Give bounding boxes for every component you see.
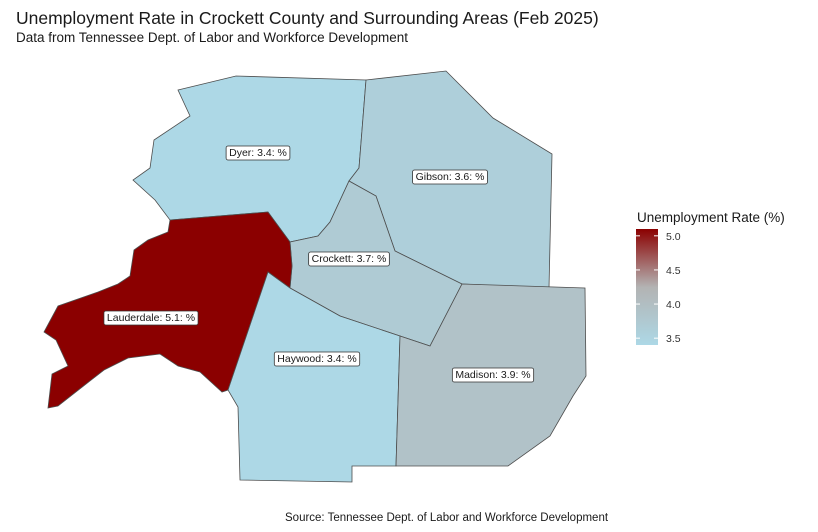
county-label-madison: Madison: 3.9: %: [451, 367, 535, 383]
source-caption: Source: Tennessee Dept. of Labor and Wor…: [285, 512, 609, 524]
legend-tick-label: 3.5: [666, 333, 681, 345]
county-label-box: [412, 169, 488, 185]
legend-tick-label: 4.5: [666, 265, 681, 277]
county-label-text: Lauderdale: 5.1: %: [107, 312, 195, 324]
labels-layer: Dyer: 3.4: % Gibson: 3.6: % Crockett: 3.7:…: [103, 145, 535, 383]
legend-tick-label: 5.0: [666, 231, 681, 243]
county-haywood: [227, 271, 401, 483]
counties-layer: [43, 70, 587, 483]
county-label-box: [308, 251, 390, 267]
county-label-gibson: Gibson: 3.6: %: [412, 169, 488, 185]
county-label-haywood: Haywood: 3.4: %: [273, 351, 361, 367]
legend-colorbar: [636, 229, 658, 345]
county-label-text: Gibson: 3.6: %: [416, 171, 485, 183]
legend-ticks: 5.0 4.5 4.0 3.5: [636, 231, 681, 345]
county-label-text: Haywood: 3.4: %: [277, 353, 356, 365]
map-title: Unemployment Rate in Crockett County and…: [16, 8, 599, 28]
county-label-text: Dyer: 3.4: %: [229, 147, 287, 159]
county-label-box: [273, 351, 361, 367]
county-label-box: [225, 145, 291, 161]
county-label-dyer: Dyer: 3.4: %: [225, 145, 291, 161]
county-label-text: Madison: 3.9: %: [455, 369, 530, 381]
legend-tick-label: 4.0: [666, 299, 681, 311]
map-subtitle: Data from Tennessee Dept. of Labor and W…: [16, 30, 408, 45]
county-label-box: [103, 310, 199, 326]
county-label-crockett: Crockett: 3.7: %: [308, 251, 390, 267]
legend-title: Unemployment Rate (%): [637, 210, 785, 225]
county-label-box: [451, 367, 535, 383]
county-label-lauderdale: Lauderdale: 5.1: %: [103, 310, 199, 326]
color-legend: 5.0 4.5 4.0 3.5: [636, 229, 681, 345]
county-label-text: Crockett: 3.7: %: [312, 253, 387, 265]
